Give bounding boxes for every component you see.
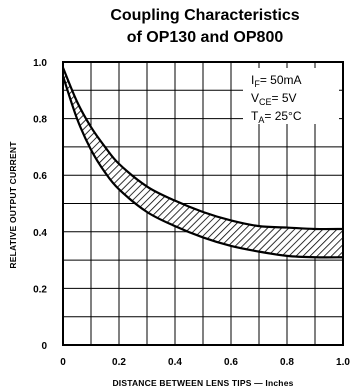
y-tick-label: 0.4	[33, 228, 47, 239]
x-tick-label: 0.6	[224, 357, 238, 368]
annotation-if: IF= 50mA	[251, 73, 302, 89]
series-upper-line	[63, 67, 343, 231]
y-tick-label: 0	[41, 341, 47, 352]
x-tick-label: 1.0	[336, 357, 350, 368]
chart-title-line-1: Coupling Characteristics	[110, 7, 300, 24]
plot-frame	[62, 61, 344, 346]
annotation-box	[243, 68, 339, 124]
y-tick-label: 1.0	[33, 58, 47, 69]
coupling-band-hatch	[63, 67, 343, 258]
x-tick-label: 0.8	[280, 357, 294, 368]
x-tick-label: 0.4	[168, 357, 182, 368]
x-tick-label: 0	[60, 357, 66, 368]
annotation-vce: VCE= 5V	[251, 91, 297, 107]
annotation-ta: TA= 25°C	[251, 109, 302, 125]
x-tick-label: 0.2	[112, 357, 126, 368]
series-lower-line	[63, 75, 343, 259]
y-tick-label: 0.6	[33, 171, 47, 182]
chart-title-line-2: of OP130 and OP800	[126, 29, 284, 46]
y-tick-label: 0.8	[33, 115, 47, 126]
y-tick-label: 0.2	[33, 284, 47, 295]
x-axis-label: DISTANCE BETWEEN LENS TIPS — Inches	[112, 378, 293, 388]
y-axis-label: RELATIVE OUTPUT CURRENT	[8, 141, 18, 269]
